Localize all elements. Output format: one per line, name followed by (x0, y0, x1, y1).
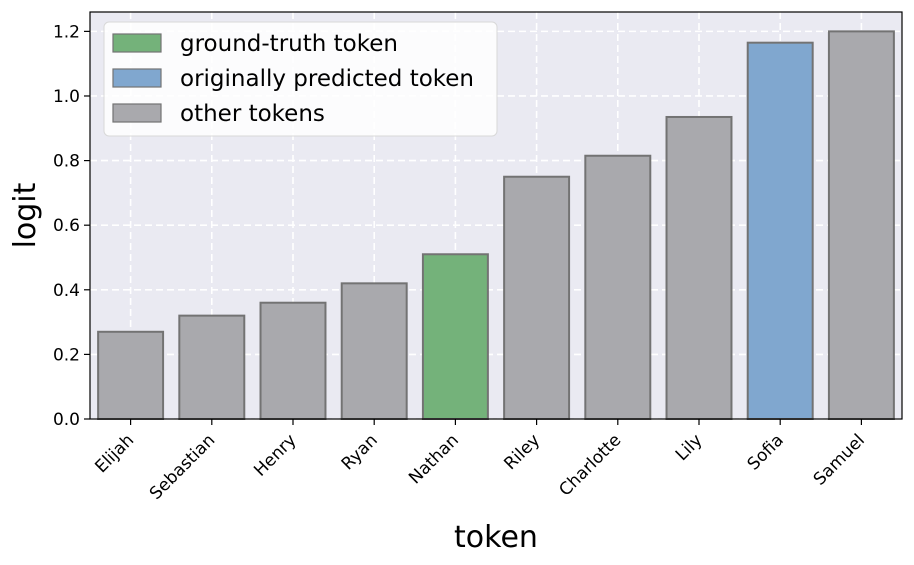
x-axis-ticks: Elijah Sebastian Henry Ryan Nathan Riley Charl… (91, 419, 869, 504)
legend-swatch-other (112, 103, 162, 123)
legend-label-other: other tokens (180, 101, 325, 127)
legend-label-ground_truth: ground-truth token (180, 31, 398, 57)
x-tick-label-sebastian: Sebastian (146, 430, 219, 503)
legend-swatch-predicted (112, 68, 162, 88)
bar-ryan (340, 282, 408, 421)
legend-box (103, 21, 498, 137)
legend-swatch-ground_truth (112, 33, 162, 53)
bar-charlotte (584, 154, 652, 420)
bar-nathan (421, 253, 489, 420)
x-axis-label: token (454, 520, 538, 555)
y-tick-label: 1.2 (53, 22, 80, 42)
x-tick-label-sofia: Sofia (744, 430, 788, 474)
bar-samuel (827, 30, 895, 421)
y-tick-label: 0.8 (53, 152, 80, 172)
x-tick-label-charlotte: Charlotte (555, 430, 625, 500)
legend-label-predicted: originally predicted token (180, 66, 474, 92)
x-tick-label-samuel: Samuel (810, 430, 869, 489)
y-tick-label: 0.6 (53, 216, 80, 236)
plot-frame (89, 11, 903, 420)
y-axis-label: logit (8, 182, 43, 248)
x-tick-label-lily: Lily (672, 430, 707, 465)
bar-henry (259, 301, 327, 421)
x-tick-label-ryan: Ryan (338, 430, 382, 474)
x-tick-label-riley: Riley (500, 430, 544, 474)
y-tick-label: 0.4 (53, 281, 80, 301)
x-tick-label-nathan: Nathan (405, 430, 463, 488)
x-tick-label-elijah: Elijah (91, 430, 138, 477)
bar-riley (503, 175, 571, 420)
bar-sofia (746, 41, 814, 421)
legend: ground-truth token originally predicted t… (103, 21, 498, 137)
bar-lily (665, 115, 733, 420)
x-tick-label-henry: Henry (250, 430, 300, 480)
y-tick-label: 0.0 (53, 410, 80, 430)
bar-elijah (97, 330, 165, 420)
y-axis-ticks: 0.0 0.2 0.4 0.6 0.8 1.0 1.2 (53, 22, 90, 430)
y-tick-label: 0.2 (53, 345, 80, 365)
y-tick-label: 1.0 (53, 87, 80, 107)
bar-sebastian (178, 314, 246, 420)
